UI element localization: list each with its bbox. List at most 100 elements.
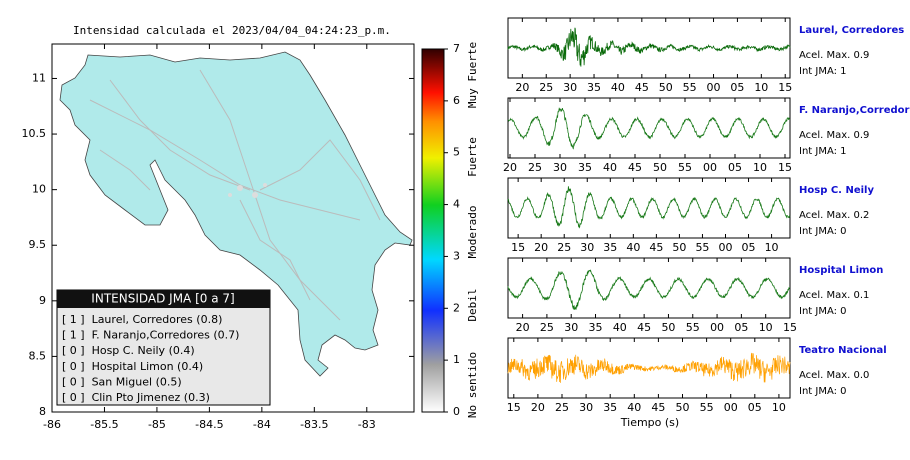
x-tick-label: 50 [676, 401, 690, 414]
x-tick-label: 00 [710, 321, 724, 334]
x-tick-label: 50 [653, 161, 667, 174]
legend-box [56, 289, 271, 406]
colorbar-tick-label: 3 [453, 249, 460, 262]
x-tick-label: 40 [627, 401, 641, 414]
colorbar-tick-label: 2 [453, 301, 460, 314]
waveform [507, 186, 791, 229]
x-tick-label: 10 [765, 241, 779, 254]
x-tick-label: -86 [43, 418, 61, 431]
x-tick-label: 15 [783, 321, 797, 334]
x-tick-label: 15 [778, 81, 792, 94]
x-tick-label: 55 [695, 241, 709, 254]
x-tick-label: 30 [553, 161, 567, 174]
intensity-label: Fuerte [466, 137, 479, 177]
legend-title: INTENSIDAD JMA [0 a 7] [91, 292, 234, 306]
x-tick-label: 20 [531, 401, 545, 414]
x-tick-label: 10 [759, 321, 773, 334]
y-tick-label: 8 [39, 405, 46, 418]
jma-intensity: Int JMA: 0 [799, 306, 847, 317]
intensity-label: Moderado [466, 206, 479, 259]
legend: INTENSIDAD JMA [0 a 7] [56, 289, 271, 406]
station-name: Teatro Nacional [799, 345, 887, 356]
waveform-frame [507, 257, 791, 319]
y-tick-label: 8.5 [29, 349, 47, 362]
x-tick-label: 40 [611, 81, 625, 94]
x-tick-label: 00 [724, 401, 738, 414]
colorbar-tick-label: 0 [453, 405, 460, 418]
waveform [507, 352, 791, 383]
station-name: Hosp C. Neily [799, 185, 874, 196]
x-tick-label: 45 [649, 241, 663, 254]
jma-intensity: Int JMA: 1 [799, 146, 847, 157]
x-tick-label: 45 [635, 81, 649, 94]
max-accel: Acel. Max. 0.1 [799, 290, 869, 301]
map-title: Intensidad calculada el 2023/04/04_04:24… [73, 24, 391, 37]
x-tick-label: 50 [659, 81, 673, 94]
x-tick-label: 20 [534, 241, 548, 254]
colorbar-tick-label: 1 [453, 353, 460, 366]
x-tick-label: 40 [613, 321, 627, 334]
x-tick-label: 40 [626, 241, 640, 254]
x-tick-label: 25 [539, 81, 553, 94]
colorbar [421, 48, 445, 413]
legend-entry: [ 0 ] Hospital Limon (0.4) [62, 360, 203, 373]
x-tick-label: 35 [603, 241, 617, 254]
waveform [507, 269, 791, 310]
x-tick-label: 30 [580, 241, 594, 254]
max-accel: Acel. Max. 0.9 [799, 130, 869, 141]
legend-entry: [ 1 ] F. Naranjo,Corredores (0.7) [62, 329, 239, 342]
max-accel: Acel. Max. 0.2 [799, 210, 869, 221]
max-accel: Acel. Max. 0.0 [799, 370, 869, 381]
intensity-label: No sentido [466, 352, 479, 418]
legend-header [57, 290, 270, 308]
x-tick-label: 10 [754, 81, 768, 94]
map-land [59, 51, 413, 377]
station-name: Hospital Limon [799, 265, 883, 276]
x-tick-label: 05 [728, 161, 742, 174]
waveform [507, 107, 791, 150]
x-tick-label: 50 [661, 321, 675, 334]
x-tick-label: 30 [579, 401, 593, 414]
x-tick-label: 00 [707, 81, 721, 94]
x-tick-label: 15 [778, 161, 792, 174]
intensity-label: Debil [466, 288, 479, 321]
x-tick-label: 55 [678, 161, 692, 174]
x-tick-label: 55 [683, 81, 697, 94]
x-tick-label: 30 [563, 81, 577, 94]
x-tick-label: 45 [637, 321, 651, 334]
y-tick-label: 11 [32, 71, 46, 84]
jma-intensity: Int JMA: 1 [799, 66, 847, 77]
x-tick-label: -85.5 [90, 418, 118, 431]
x-tick-label: 15 [511, 241, 525, 254]
colorbar-tick-label: 5 [453, 146, 460, 159]
x-tick-label: 45 [628, 161, 642, 174]
x-tick-label: 50 [672, 241, 686, 254]
x-axis-label: Tiempo (s) [620, 416, 679, 429]
x-tick-label: -84 [253, 418, 271, 431]
waveform-frame [507, 97, 791, 159]
x-tick-label: 15 [507, 401, 521, 414]
map-frame [51, 43, 415, 413]
x-tick-label: -84.5 [195, 418, 223, 431]
x-tick-label: 35 [589, 321, 603, 334]
x-tick-label: 05 [730, 81, 744, 94]
x-tick-label: 40 [603, 161, 617, 174]
legend-entry: [ 0 ] Clin Pto Jimenez (0.3) [62, 391, 210, 404]
x-tick-label: 35 [587, 81, 601, 94]
jma-intensity: Int JMA: 0 [799, 386, 847, 397]
x-tick-label: 00 [703, 161, 717, 174]
x-tick-label: 05 [748, 401, 762, 414]
max-accel: Acel. Max. 0.9 [799, 50, 869, 61]
x-tick-label: 45 [651, 401, 665, 414]
x-tick-label: 55 [700, 401, 714, 414]
y-tick-label: 9 [39, 294, 46, 307]
x-tick-label: 25 [528, 161, 542, 174]
station-name: Laurel, Corredores [799, 25, 904, 36]
x-tick-label: 20 [516, 321, 530, 334]
x-tick-label: 05 [734, 321, 748, 334]
y-tick-label: 10.5 [22, 127, 47, 140]
waveform-frame [507, 177, 791, 239]
x-tick-label: 20 [515, 81, 529, 94]
colorbar-tick-label: 6 [453, 94, 460, 107]
